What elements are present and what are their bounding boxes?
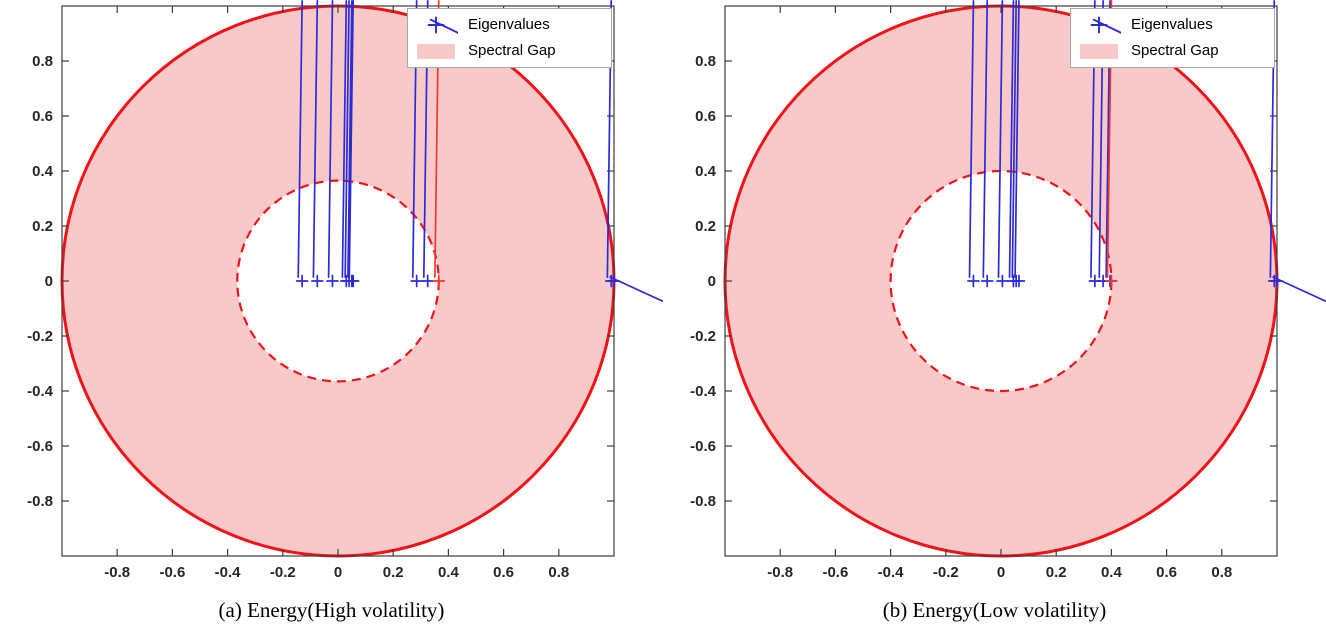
caption-b: (b) Energy(Low volatility) bbox=[882, 598, 1107, 622]
panel-b: -0.8 -0.6 -0.4 -0.2 0 0.2 0.4 0.6 0.8 -0.8 -0.6 -0.… bbox=[663, 0, 1326, 642]
x-tick-label: 0.6 bbox=[1156, 564, 1177, 581]
eigenvalue-marker bbox=[1012, 0, 1026, 288]
legend-a: Eigenvalues Spectral Gap bbox=[407, 8, 612, 68]
caption-a: (a) Energy(High volatility) bbox=[218, 598, 445, 622]
x-tick-label: -0.8 bbox=[104, 564, 130, 581]
eigenvalue-marker bbox=[980, 0, 994, 288]
y-tick-label: 0.8 bbox=[32, 53, 53, 70]
panel-a: -0.8 -0.6 -0.4 -0.2 0 0.2 0.4 0.6 0.8 -0.8 -0.6 -0.… bbox=[0, 0, 663, 622]
legend-label-spectral-gap: Spectral Gap bbox=[1131, 42, 1219, 59]
legend-item-eigenvalues: Eigenvalues bbox=[1077, 14, 1260, 36]
x-tick-label: -0.2 bbox=[270, 564, 296, 581]
y-tick-label: 0.4 bbox=[32, 163, 54, 180]
plot-b-canvas: -0.8 -0.6 -0.4 -0.2 0 0.2 0.4 0.6 0.8 -0.8 -0.6 -0.… bbox=[690, 0, 1326, 581]
legend-asterisk-icon bbox=[427, 16, 458, 34]
x-tick-label: 0.2 bbox=[383, 564, 404, 581]
x-tick-label: -0.6 bbox=[822, 564, 848, 581]
x-tick-label: 0.8 bbox=[1211, 564, 1232, 581]
eigenvalue-marker bbox=[967, 0, 980, 288]
x-tick-label: -0.4 bbox=[878, 564, 905, 581]
x-tick-label: 0.2 bbox=[1046, 564, 1067, 581]
x-tick-label: 0.4 bbox=[1101, 564, 1123, 581]
y-tick-label: -0.4 bbox=[690, 383, 717, 400]
legend-label-eigenvalues: Eigenvalues bbox=[1131, 16, 1213, 33]
legend-item-eigenvalues: Eigenvalues bbox=[414, 14, 597, 36]
x-tick-label: -0.6 bbox=[159, 564, 185, 581]
x-tick-label: -0.4 bbox=[215, 564, 242, 581]
legend-item-spectral-gap: Spectral Gap bbox=[414, 40, 597, 62]
eigenvalue-marker bbox=[310, 0, 324, 288]
y-tick-label: -0.6 bbox=[27, 438, 53, 455]
y-tick-label: -0.2 bbox=[27, 328, 53, 345]
legend-b: Eigenvalues Spectral Gap bbox=[1070, 8, 1275, 68]
y-tick-label: 0.8 bbox=[695, 53, 716, 70]
legend-label-eigenvalues: Eigenvalues bbox=[468, 16, 550, 33]
x-tick-label: 0.8 bbox=[548, 564, 569, 581]
y-tick-label: 0.2 bbox=[695, 218, 716, 235]
y-tick-label: 0.6 bbox=[695, 108, 716, 125]
y-tick-label: -0.8 bbox=[690, 493, 716, 510]
eigenvalue-marker bbox=[346, 0, 360, 288]
y-tick-label: -0.2 bbox=[690, 328, 716, 345]
y-tick-label: -0.4 bbox=[27, 383, 54, 400]
x-tick-label: -0.8 bbox=[767, 564, 793, 581]
x-tick-label: -0.2 bbox=[933, 564, 959, 581]
plot-a-canvas: -0.8 -0.6 -0.4 -0.2 0 0.2 0.4 0.6 0.8 -0.8 -0.6 -0.… bbox=[27, 0, 663, 581]
x-tick-label: 0.6 bbox=[493, 564, 514, 581]
eigenvalue-marker bbox=[295, 0, 309, 288]
y-tick-label: 0.6 bbox=[32, 108, 53, 125]
y-tick-label: 0.4 bbox=[695, 163, 717, 180]
plot-a: -0.8 -0.6 -0.4 -0.2 0 0.2 0.4 0.6 0.8 -0.8 -0.6 -0.… bbox=[0, 0, 663, 588]
y-tick-label: -0.6 bbox=[690, 438, 716, 455]
spectral-gap-swatch-icon bbox=[1080, 43, 1118, 59]
y-tick-label: -0.8 bbox=[27, 493, 53, 510]
eigenvalue-marker bbox=[607, 274, 663, 303]
eigenvalue-marker bbox=[326, 0, 339, 288]
y-tick-label: 0.2 bbox=[32, 218, 53, 235]
eigenvalue-marker bbox=[996, 0, 1009, 288]
eigenvalues-asterisk-icon bbox=[1090, 16, 1121, 34]
y-tick-label: 0 bbox=[708, 273, 716, 290]
x-tick-label: 0.4 bbox=[438, 564, 460, 581]
y-tick-label: 0 bbox=[45, 273, 53, 290]
plot-b: -0.8 -0.6 -0.4 -0.2 0 0.2 0.4 0.6 0.8 -0.8 -0.6 -0.… bbox=[663, 0, 1326, 588]
legend-asterisk-icon bbox=[1090, 16, 1121, 34]
eigenvalue-marker bbox=[1270, 274, 1326, 303]
eigenvalues-asterisk-icon bbox=[427, 16, 458, 34]
x-tick-label: 0 bbox=[997, 564, 1005, 581]
spectral-gap-swatch-icon bbox=[417, 43, 455, 59]
legend-label-spectral-gap: Spectral Gap bbox=[468, 42, 556, 59]
x-tick-label: 0 bbox=[334, 564, 342, 581]
legend-item-spectral-gap: Spectral Gap bbox=[1077, 40, 1260, 62]
